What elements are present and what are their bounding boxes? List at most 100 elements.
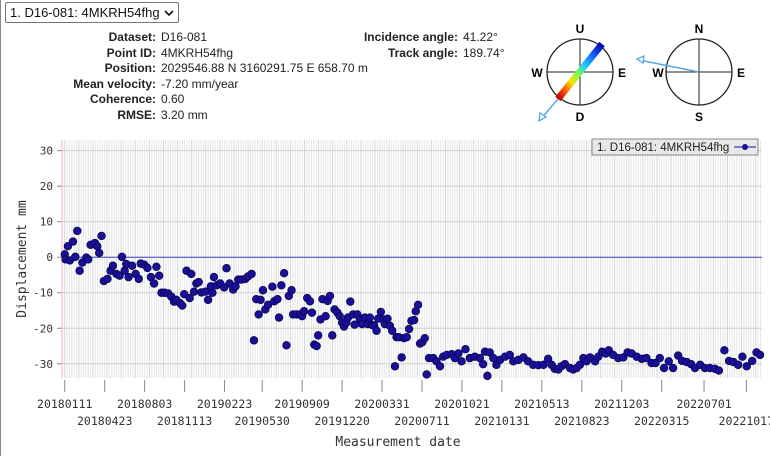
data-point (461, 345, 470, 354)
y-tick-label: -20 (33, 322, 53, 335)
x-tick-label: 20191220 (314, 414, 369, 428)
info-label: RMSE: (117, 107, 156, 122)
data-point (483, 371, 492, 381)
data-point (321, 311, 330, 321)
data-point (279, 269, 289, 278)
y-tick-label: 0 (46, 251, 53, 264)
y-tick-label: 10 (40, 216, 53, 229)
legend-box (591, 138, 759, 156)
data-point (254, 310, 263, 319)
data-point (388, 326, 397, 335)
x-tick-label: 20211203 (594, 397, 649, 411)
info-row: Point ID: 4MKRH54fhg (0, 45, 233, 61)
data-point (108, 261, 118, 270)
data-point (103, 274, 112, 284)
data-point (115, 271, 124, 280)
data-point (256, 295, 265, 305)
point-selector[interactable]: 1. D16-081: 4MKRH54fhg (5, 2, 179, 23)
data-point (478, 359, 488, 369)
data-point (659, 363, 669, 373)
data-point (178, 301, 187, 310)
data-point (312, 341, 321, 351)
compass-label-u: U (576, 22, 585, 36)
data-point (733, 360, 743, 370)
x-tick-label: 20190223 (197, 397, 252, 411)
data-point (748, 356, 757, 366)
data-point (194, 277, 203, 287)
compass-label-e: E (618, 66, 626, 80)
x-tick-label: 20200711 (394, 414, 449, 428)
data-point (149, 279, 159, 288)
data-point (413, 300, 423, 310)
info-row: Mean velocity: -7.20 mm/year (0, 76, 238, 92)
y-tick-label: -30 (33, 358, 53, 371)
data-point (420, 334, 429, 343)
data-point (435, 362, 445, 371)
info-label: Point ID: (106, 45, 156, 60)
x-tick-label: 20220315 (634, 414, 689, 428)
data-point (365, 313, 375, 322)
x-tick-label: 20221017 (719, 414, 770, 428)
data-point (346, 297, 355, 306)
info-value: 3.20 mm (161, 107, 208, 122)
page-border (0, 0, 1, 456)
info-row: Position: 2029546.88 N 3160291.75 E 658.7… (0, 61, 368, 76)
data-point (325, 291, 335, 301)
track-arrow (638, 59, 700, 73)
data-point (328, 331, 337, 340)
x-axis-title: Measurement date (335, 435, 460, 450)
info-value: 189.74° (463, 45, 505, 60)
compass-label-w: W (531, 66, 543, 80)
data-point (187, 269, 196, 279)
data-point (263, 300, 273, 310)
info-row: Dataset: D16-081 (0, 30, 207, 45)
data-point (95, 248, 104, 258)
data-point (404, 324, 414, 334)
vertical-compass: U D W E (531, 22, 626, 124)
data-point (152, 262, 161, 272)
data-point (655, 353, 664, 363)
y-axis-title: Displacement mm (15, 200, 30, 318)
y-tick-label: -10 (33, 287, 53, 300)
x-tick-label: 20210513 (514, 397, 569, 411)
x-tick-label: 20180111 (37, 397, 92, 411)
info-label: Mean velocity: (73, 76, 156, 91)
info-label: Track angle: (387, 45, 458, 60)
data-point (642, 353, 651, 363)
data-point (390, 362, 400, 371)
data-point (397, 353, 406, 362)
info-value: 0.60 (161, 92, 185, 106)
x-tick-label: 20200331 (354, 397, 409, 411)
data-point (575, 360, 585, 370)
info-label: Coherence: (89, 92, 156, 106)
data-point (208, 288, 217, 297)
data-point (209, 272, 219, 282)
y-tick-label: 30 (40, 145, 53, 158)
data-point (73, 226, 82, 236)
data-point (185, 293, 194, 303)
x-tick-label: 20210131 (474, 414, 529, 428)
legend-label: 1. D16-081: 4MKRH54fhg (597, 142, 729, 154)
data-point (247, 269, 256, 279)
legend-marker (742, 144, 748, 150)
info-label: Dataset: (108, 30, 156, 44)
data-point (222, 264, 231, 273)
data-point (457, 357, 466, 366)
data-point (742, 362, 751, 371)
compass-label-s: S (695, 110, 703, 124)
data-point (755, 350, 765, 360)
x-tick-label: 20190909 (274, 397, 329, 411)
data-point (422, 370, 431, 379)
data-point (299, 307, 309, 316)
data-point (127, 261, 137, 270)
data-point (539, 360, 548, 370)
chevron-down-icon (164, 9, 174, 16)
data-point (714, 366, 724, 375)
data-point (287, 286, 296, 295)
info-value: 41.22° (463, 30, 498, 44)
data-point (383, 314, 392, 323)
data-point (313, 331, 323, 340)
x-tick-label: 20210823 (554, 414, 609, 428)
info-value: D16-081 (161, 30, 208, 44)
compass-label-n: N (695, 22, 704, 36)
